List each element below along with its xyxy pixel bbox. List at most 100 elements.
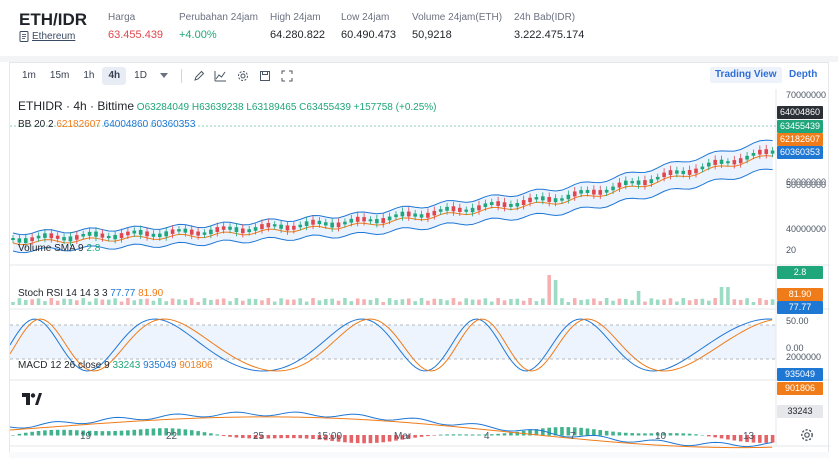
volume-bar (285, 299, 290, 305)
candle-body (400, 211, 405, 217)
stat-label: Harga (108, 12, 136, 23)
volume-bar (49, 298, 54, 305)
candle-body (349, 218, 354, 223)
candle-body (668, 170, 673, 176)
stoch-d-badge: 81.90 (777, 288, 823, 301)
volume-bar (362, 299, 366, 305)
candle-body (553, 198, 558, 203)
candle-body (566, 194, 571, 200)
time-tick: 15:00 (317, 431, 343, 442)
volume-bar (43, 301, 47, 305)
volume-bar (209, 299, 213, 305)
candle-body (151, 233, 156, 237)
volume-bar (445, 300, 449, 305)
indicator-icon[interactable] (210, 67, 232, 85)
stat-value: +4.00% (179, 29, 217, 41)
candle-body (438, 209, 443, 212)
candle-body (368, 219, 373, 222)
bb-legend: BB 20 2 62182607 64004860 60360353 (18, 119, 195, 130)
volume-bar (189, 298, 194, 305)
macd-histogram-bar (636, 433, 641, 436)
macd-histogram-bar (55, 429, 60, 436)
candle-body (745, 155, 749, 160)
macd-histogram-bar (604, 430, 609, 436)
depth-button[interactable]: Depth (789, 69, 818, 80)
candle-body (687, 170, 692, 175)
volume-bar (489, 301, 494, 305)
coin-name[interactable]: Ethereum (32, 31, 76, 42)
timeframe-1h[interactable]: 1h (83, 70, 95, 81)
macd-histogram-bar (592, 429, 596, 436)
macd-histogram-bar (400, 435, 405, 440)
candle-body (649, 179, 654, 184)
volume-bar (534, 301, 539, 305)
candle-body (234, 227, 239, 232)
trading-view-button[interactable]: Trading View (710, 67, 782, 83)
save-icon[interactable] (254, 67, 276, 85)
macd-histogram-bar (106, 431, 111, 436)
volume-bar (521, 300, 526, 305)
pencil-icon[interactable] (188, 67, 210, 85)
candle-body (106, 235, 111, 239)
macd-histogram-bar (189, 430, 194, 436)
stat-low: Low 24jam 60.490.473 (341, 12, 396, 41)
macd-histogram-bar (362, 435, 366, 444)
macd-histogram-bar (43, 430, 47, 436)
macd-histogram-bar (132, 429, 137, 436)
volume-bar (266, 298, 271, 305)
volume-bar (477, 299, 481, 305)
candle-body (100, 233, 105, 238)
candle-body (298, 224, 303, 228)
price-chart[interactable] (10, 89, 830, 458)
settings-icon[interactable] (232, 67, 254, 85)
stoch-d-line (10, 318, 773, 372)
volume-bar (272, 301, 277, 305)
volume-bar (170, 298, 175, 305)
last-price-badge: 63455439 (777, 120, 823, 133)
candle-body (94, 231, 98, 237)
candle-body (68, 236, 73, 242)
macd-histogram-bar (470, 434, 475, 436)
price-tick: 50000000 (786, 180, 827, 190)
volume-bar (381, 301, 386, 305)
candle-body (43, 233, 47, 238)
macd-histogram-bar (630, 433, 634, 436)
macd-histogram-bar (477, 434, 481, 436)
volume-bar (496, 298, 500, 305)
chart-settings-icon[interactable] (800, 428, 814, 442)
macd-signal-value: 901806 (179, 360, 213, 371)
bb-lower-line (12, 168, 773, 254)
candle-body (158, 233, 162, 238)
candle-body (209, 229, 213, 235)
volume-bar (158, 298, 162, 305)
macd-histogram-bar (509, 432, 513, 436)
time-tick: 10 (655, 431, 667, 442)
timeframe-4h[interactable]: 4h (102, 67, 127, 85)
macd-histogram-bar (528, 429, 532, 436)
macd-histogram-bar (75, 430, 79, 436)
volume-bar (215, 299, 220, 305)
candle-body (285, 225, 290, 231)
candle-body (355, 216, 360, 222)
macd-histogram-bar (62, 429, 66, 436)
timeframe-1d[interactable]: 1D (134, 70, 147, 81)
volume-bar (394, 299, 398, 305)
volume-bar (751, 301, 756, 305)
volume-bar (515, 298, 520, 305)
timeframe-15m[interactable]: 15m (49, 70, 70, 81)
macd-histogram-bar (758, 435, 762, 443)
candle-body (81, 233, 86, 237)
time-tick: 22 (166, 431, 178, 442)
macd-histogram-bar (317, 435, 322, 440)
stat-turnover: 24h Bab(IDR) 3.222.475.174 (514, 12, 584, 41)
chevron-down-icon[interactable] (153, 67, 175, 85)
coin-link[interactable]: Ethereum (19, 31, 75, 42)
fullscreen-icon[interactable] (276, 67, 298, 85)
timeframe-1m[interactable]: 1m (22, 70, 36, 81)
volume-bar (145, 298, 149, 305)
time-tick: 4 (484, 431, 490, 442)
volume-bar (592, 298, 596, 305)
chart-toolbar: 1m 15m 1h 4h 1D (10, 63, 830, 89)
volume-bar (470, 299, 475, 305)
stoch-k-line (10, 318, 773, 372)
